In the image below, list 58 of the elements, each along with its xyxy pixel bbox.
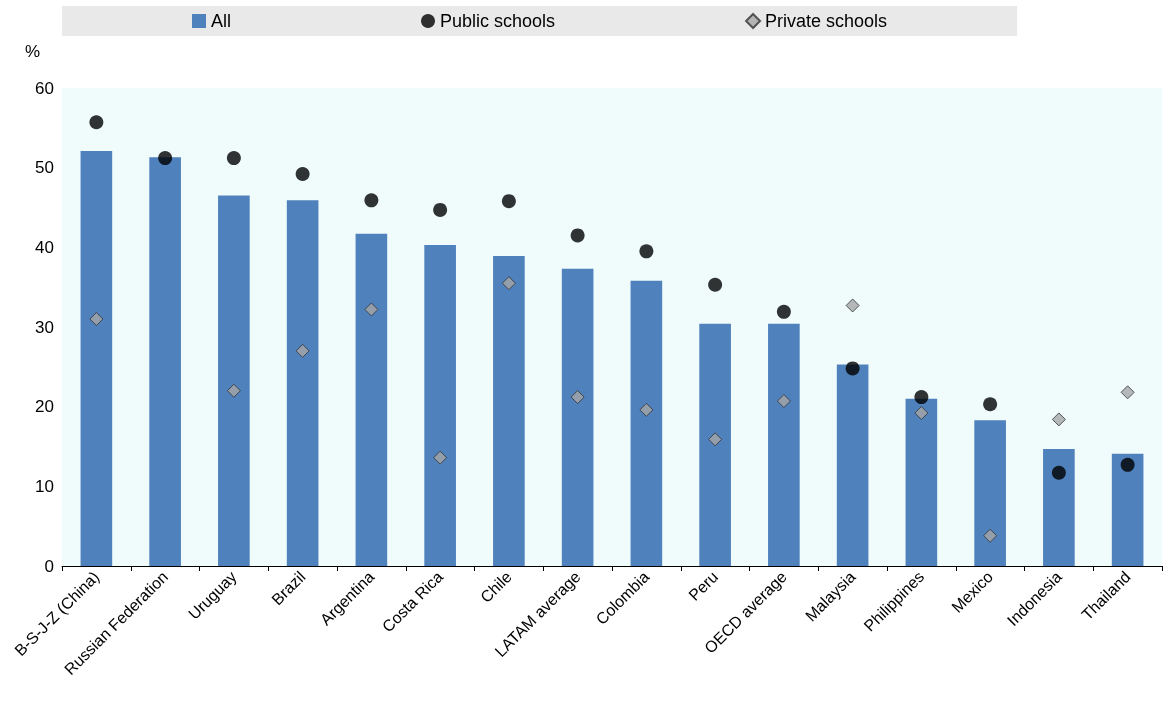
point [501, 194, 516, 209]
bar [768, 323, 800, 566]
point [433, 202, 448, 217]
point [1120, 385, 1135, 400]
point [708, 277, 723, 292]
point [914, 406, 929, 421]
point [226, 151, 241, 166]
point [914, 390, 929, 405]
y-tick-label: 50 [35, 158, 54, 178]
bar [630, 280, 663, 566]
point [295, 167, 310, 182]
point [1120, 457, 1135, 472]
bar [1111, 453, 1144, 566]
bar [974, 420, 1006, 566]
point [776, 394, 791, 409]
point [433, 450, 448, 465]
y-tick-label: 60 [35, 78, 54, 98]
point [364, 302, 379, 317]
bar [286, 200, 319, 566]
point [570, 390, 585, 405]
point [158, 151, 173, 166]
point [501, 276, 516, 291]
bar [699, 323, 731, 566]
point [845, 298, 860, 313]
y-tick-label: 30 [35, 317, 54, 337]
point [89, 312, 104, 327]
point [226, 383, 241, 398]
y-tick-label: 20 [35, 397, 54, 417]
point [295, 343, 310, 358]
point [639, 402, 654, 417]
bar [561, 268, 594, 566]
bar [218, 195, 250, 566]
y-axis-title: % [24, 42, 40, 61]
bar [836, 364, 869, 566]
point [89, 115, 104, 130]
point [776, 304, 791, 319]
legend-label: Public schools [440, 11, 556, 31]
bar [1043, 448, 1075, 566]
bar [493, 256, 525, 566]
bar [149, 157, 181, 566]
y-tick-label: 0 [44, 556, 54, 576]
point [983, 397, 998, 412]
point [1051, 465, 1066, 480]
point [983, 528, 998, 543]
point [570, 228, 585, 243]
point [845, 361, 860, 376]
point [364, 193, 379, 208]
bar [905, 398, 938, 566]
y-tick-label: 40 [35, 237, 54, 257]
point [639, 244, 654, 259]
bar [355, 233, 388, 566]
legend-label: All [211, 11, 232, 31]
legend-label: Private schools [765, 11, 888, 31]
bar [424, 244, 456, 566]
point [708, 432, 723, 447]
point [1051, 412, 1066, 427]
y-tick-label: 10 [35, 476, 54, 496]
bar [80, 150, 113, 566]
